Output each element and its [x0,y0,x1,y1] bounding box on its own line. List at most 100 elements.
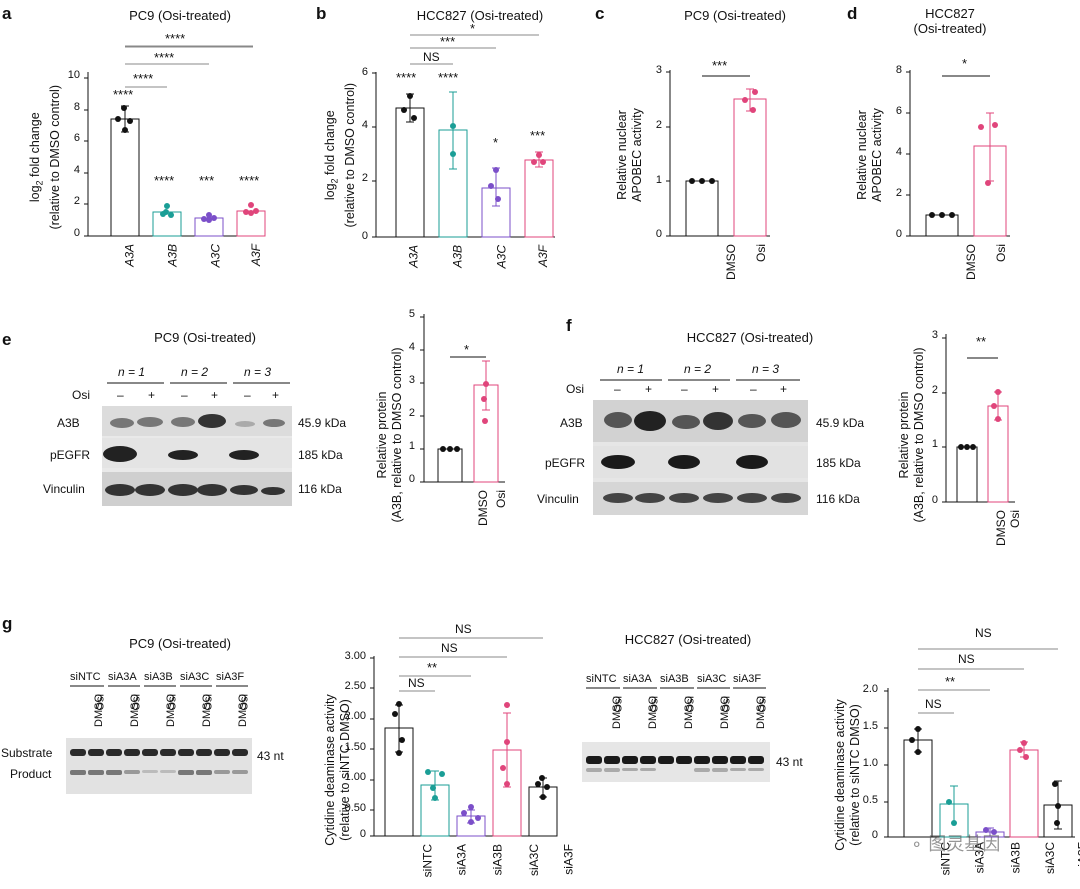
bracket-star-a: **** [154,50,175,65]
xtick-g-right: siA3C [1043,842,1058,875]
star-a-a3f: **** [239,173,260,188]
g-right-bracket: ** [945,674,956,689]
panel-g-right-ytick: 0.5 [862,794,878,806]
panel-f-n1: n = 1 [617,362,645,376]
gel-left-group: siA3F [216,671,245,683]
panel-d-title: HCC827 (Osi-treated) [913,6,987,36]
panel-f-sign: – [750,382,757,396]
panel-d-ytick: 6 [895,105,902,117]
panel-f-row-label: pEGFR [545,456,586,470]
xtick-g-right: siA3F [1075,842,1080,873]
panel-g-left-ytick: 3.00 [344,650,366,662]
panel-e-ytick: 1 [408,440,415,452]
gel-left-group: siA3A [108,671,137,683]
panel-f-n2: n = 2 [684,362,712,376]
gel-right-group: siA3B [660,673,689,685]
panel-label-b: b [316,4,327,23]
gel-right-nt: 43 nt [776,755,803,769]
panel-e-sign: – [117,388,124,402]
panel-g-right-ytick: 1.5 [862,720,878,732]
panel-g-left-ytick: 2.50 [344,680,366,692]
panel-e-n1: n = 1 [118,365,146,379]
panel-f-row-label: Vinculin [537,492,579,506]
panel-g-right-ytick: 2.0 [862,683,878,695]
panel-e-ytick: 0 [408,473,415,485]
g-right-bracket: NS [975,626,992,640]
panel-g-right-ytick: 1.0 [862,757,878,769]
panel-f-ytick: 3 [931,329,938,341]
panel-b-ytick: 4 [361,119,368,131]
panel-e-n2: n = 2 [181,365,209,379]
gel-right-group: siA3F [733,673,762,685]
gel-left-group: siNTC [70,671,101,683]
panel-label-e: e [2,330,12,349]
panel-e-kda: 45.9 kDa [298,416,347,430]
panel-a-ytick: 6 [73,132,80,144]
panel-e-ytick: 3 [408,374,415,386]
panel-c-ytick: 3 [655,64,662,76]
panel-e-sign: – [181,388,188,402]
panel-e-sign: + [272,388,280,402]
panel-label-f: f [566,316,572,335]
g-right-bracket: NS [925,697,942,711]
panel-label-d: d [847,4,858,23]
gel-left-group: siA3C [180,671,210,683]
panel-g-left-ytick: 1.00 [344,771,366,783]
panel-b-title: HCC827 (Osi-treated) [416,8,544,23]
bracket-star-a: **** [133,71,154,86]
panel-label-a: a [2,4,12,23]
panel-a-ytick: 8 [73,101,80,113]
panel-f-ytick: 0 [931,494,938,506]
panel-g-left-ytick: 1.50 [344,741,366,753]
panel-e-row-label: Vinculin [43,482,85,496]
star-b-a3b: **** [438,70,459,85]
panel-e-star: * [464,342,470,357]
panel-g-left-ytick: 2.00 [344,710,366,722]
panel-e-n3: n = 3 [244,365,272,379]
panel-f-ytick: 1 [931,438,938,450]
gel-right-group: siNTC [586,673,617,685]
g-right-bracket: NS [958,652,975,666]
panel-f-kda: 116 kDa [816,492,860,506]
xtick-g-right: siA3B [1008,842,1023,874]
bracket-star-b: NS [423,50,440,64]
panel-f-kda: 45.9 kDa [816,416,865,430]
panel-c-ytick: 2 [655,119,662,131]
panel-c-star: *** [712,58,728,73]
panel-e-sign: – [244,388,251,402]
gel-right-group: siA3C [697,673,727,685]
panel-f-ytick: 2 [931,384,938,396]
panel-c-title: PC9 (Osi-treated) [684,8,786,23]
panel-f-row-label: A3B [560,416,583,430]
panel-f-kda: 185 kDa [816,456,861,470]
wechat-icon: ⚬ [910,837,924,854]
panel-label-c: c [595,4,605,23]
star-a-a3a: **** [113,87,134,102]
gel-product-label: Product [10,767,52,781]
panel-f-sign: + [780,382,788,396]
gel-substrate-label: Substrate [1,746,53,760]
gel-left-nt: 43 nt [257,749,284,763]
panel-c-ytick: 0 [655,228,662,240]
g-left-bracket: ** [427,660,438,675]
g-left-bracket: NS [455,622,472,636]
star-b-a3c: * [493,135,499,150]
watermark: ⚬ 图灵基因 [910,834,1001,854]
panel-e-osi-label: Osi [72,388,90,402]
panel-g-title-right: HCC827 (Osi-treated) [624,632,752,647]
panel-e-title: PC9 (Osi-treated) [154,330,256,345]
